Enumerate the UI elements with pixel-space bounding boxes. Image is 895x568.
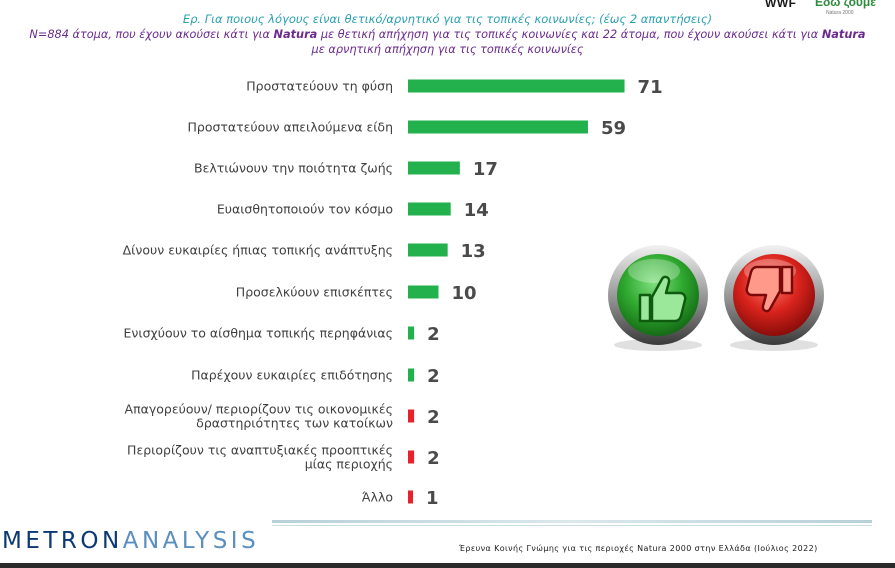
bar-2 xyxy=(408,161,460,175)
wwf-logo: WWF xyxy=(765,0,797,10)
edo-zoume-logo: Εδώ ζούμε xyxy=(815,0,876,9)
bar-0 xyxy=(408,79,625,93)
bar-3 xyxy=(408,202,451,216)
category-label-2: Βελτιώνουν την ποιότητα ζωής xyxy=(194,161,393,176)
value-label-5: 10 xyxy=(452,283,477,304)
bar-6 xyxy=(408,326,415,340)
subtitle-part-b: Natura xyxy=(273,28,318,41)
footer-rule xyxy=(272,520,872,523)
metron-analysis-logo: METRONANALYSIS xyxy=(2,528,259,554)
bar-4 xyxy=(408,243,448,257)
question-title: Ερ. Για ποιους λόγους είναι θετικό/αρνητ… xyxy=(182,12,713,26)
category-label-8-line-0: Απαγορεύουν/ περιορίζουν τις οικονομικές xyxy=(125,402,393,417)
value-label-3: 14 xyxy=(464,200,489,221)
category-label-5: Προσελκύουν επισκέπτες xyxy=(236,285,393,300)
category-label-9-line-1: μίας περιοχής xyxy=(305,457,393,472)
value-label-1: 59 xyxy=(601,118,626,139)
edo-zoume-logo-sub: Natura 2000 xyxy=(826,10,854,16)
sample-subtitle-line1: Ν=884 άτομα, που έχουν ακούσει κάτι για … xyxy=(0,28,895,41)
brand-thin: ANALYSIS xyxy=(122,528,260,554)
value-label-8: 2 xyxy=(427,407,440,428)
value-label-6: 2 xyxy=(427,324,440,345)
value-label-4: 13 xyxy=(461,241,486,262)
category-label-9-line-0: Περιορίζουν τις αναπτυξιακές προοπτικές xyxy=(127,443,393,458)
footer-rule-thin xyxy=(272,525,872,526)
category-label-10: Άλλο xyxy=(362,490,393,505)
bar-8 xyxy=(408,409,415,423)
value-label-7: 2 xyxy=(427,366,440,387)
category-label-1: Προστατεύουν απειλούμενα είδη xyxy=(187,120,393,135)
bar-1 xyxy=(408,120,588,134)
bar-10 xyxy=(408,490,413,504)
value-label-10: 1 xyxy=(426,488,439,509)
survey-footnote: Έρευνα Κοινής Γνώμης για τις περιοχές Na… xyxy=(459,544,818,553)
subtitle-part-c: με θετική απήχηση για τις τοπικές κοινων… xyxy=(317,28,822,41)
bottom-bar xyxy=(0,563,895,568)
subtitle-part-a: Ν=884 άτομα, που έχουν ακούσει κάτι για xyxy=(29,28,274,41)
brand-bold: METRON xyxy=(2,528,123,554)
sample-subtitle-line2: με αρνητική απήχηση για τις τοπικές κοιν… xyxy=(311,43,584,56)
bar-5 xyxy=(408,285,439,299)
value-label-2: 17 xyxy=(473,159,498,180)
category-label-3: Ευαισθητοποιούν τον κόσμο xyxy=(217,202,393,217)
thumbs-up-icon xyxy=(608,245,708,351)
bar-9 xyxy=(408,450,415,464)
category-label-4: Δίνουν ευκαιρίες ήπιας τοπικής ανάπτυξης xyxy=(123,243,393,258)
value-label-0: 71 xyxy=(638,77,663,98)
bar-7 xyxy=(408,368,415,382)
category-label-7: Παρέχουν ευκαιρίες επιδότησης xyxy=(191,368,393,383)
category-label-0: Προστατεύουν τη φύση xyxy=(246,79,393,94)
value-label-9: 2 xyxy=(427,448,440,469)
category-label-8-line-1: δραστηριότητες των κατοίκων xyxy=(196,416,393,431)
thumbs-icons-group xyxy=(608,245,824,351)
category-label-6: Ενισχύουν το αίσθημα τοπικής περηφάνιας xyxy=(123,326,393,341)
thumbs-down-icon xyxy=(724,245,824,351)
subtitle-part-d: Natura xyxy=(821,28,866,41)
bar-chart: 71 Προστατεύουν τη φύση 59 Προστατεύουν απε… xyxy=(123,77,663,509)
